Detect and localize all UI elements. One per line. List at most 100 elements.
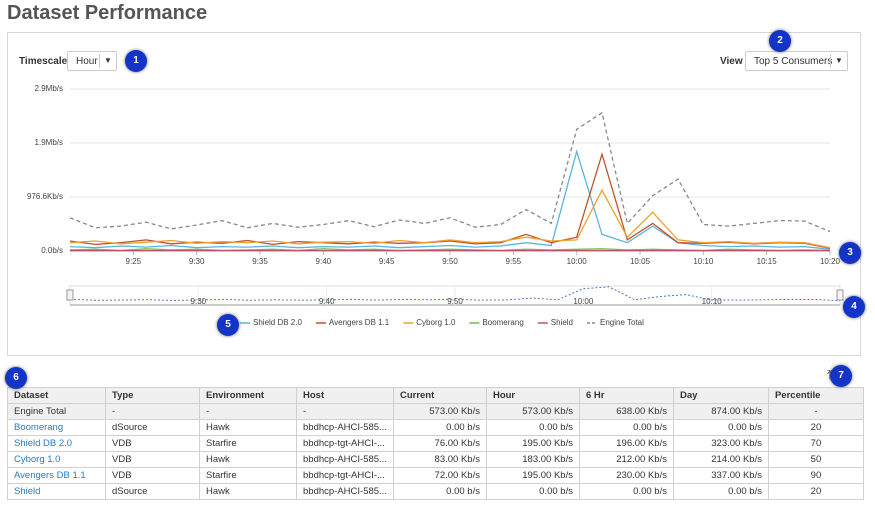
table-cell: 0.00 b/s: [672, 419, 769, 436]
table-cell: Shield DB 2.0: [7, 435, 106, 452]
legend-item[interactable]: Cyborg 1.0: [403, 318, 456, 327]
column-header: 6 Hr: [578, 387, 674, 404]
table-cell: Avengers DB 1.1: [7, 467, 106, 484]
navigator-line: [69, 286, 841, 302]
column-header: Type: [105, 387, 200, 404]
legend-label: Shield: [551, 318, 573, 327]
table-cell: Shield: [7, 483, 106, 500]
x-tick-label: 9:40: [316, 257, 332, 266]
table-cell: -: [296, 403, 394, 420]
table-cell: 195.00 Kb/s: [485, 467, 580, 484]
series-line: [69, 188, 831, 249]
table-cell: 212.00 Kb/s: [578, 451, 674, 468]
x-tick-label: 10:05: [630, 257, 651, 266]
legend-label: Cyborg 1.0: [416, 318, 456, 327]
table-cell: 0.00 b/s: [392, 419, 487, 436]
table-cell: Cyborg 1.0: [7, 451, 106, 468]
column-header: Percentile: [767, 387, 864, 404]
y-tick-label: 976.6Kb/s: [27, 192, 63, 201]
table-cell: 0.00 b/s: [485, 483, 580, 500]
table-cell: 196.00 Kb/s: [578, 435, 674, 452]
export-icon[interactable]: ⤒: [827, 367, 833, 383]
table-cell: bbdhcp-AHCI-585...: [296, 451, 394, 468]
header-row: Dataset Type Environment Host Current Hour 6 H…: [7, 387, 864, 404]
table-cell: bbdhcp-AHCI-585...: [296, 483, 394, 500]
legend-label: Avengers DB 1.1: [329, 318, 390, 327]
legend-label: Boomerang: [482, 318, 523, 327]
table-cell: Engine Total: [7, 403, 106, 420]
series-line: [69, 111, 831, 233]
timescale-select[interactable]: Hour ▼: [67, 51, 117, 71]
dataset-link[interactable]: Shield: [14, 486, 41, 497]
table-cell: 0.00 b/s: [392, 483, 487, 500]
series-line: [69, 151, 831, 249]
table-cell: Hawk: [199, 419, 297, 436]
table-cell: 83.00 Kb/s: [392, 451, 487, 468]
dataset-link[interactable]: Cyborg 1.0: [14, 454, 61, 465]
callout-badge: 7: [830, 365, 852, 387]
legend-item[interactable]: Engine Total: [587, 318, 644, 327]
table-cell: 0.00 b/s: [578, 483, 674, 500]
legend-item[interactable]: Shield: [537, 318, 573, 327]
x-tick-label: 10:15: [757, 257, 778, 266]
table-cell: Starfire: [199, 467, 297, 484]
navigator-tick-label: 9:40: [319, 297, 335, 306]
legend-item[interactable]: Avengers DB 1.1: [315, 318, 390, 327]
table-row: Avengers DB 1.1 VDB Starfire bbdhcp-tgt-AHC…: [7, 467, 864, 484]
view-select[interactable]: Top 5 Consumers ▼: [745, 51, 848, 71]
table-cell: 638.00 Kb/s: [578, 403, 674, 420]
column-header: Environment: [199, 387, 297, 404]
table-cell: 0.00 b/s: [578, 419, 674, 436]
table-cell: 214.00 Kb/s: [672, 451, 769, 468]
legend-label: Engine Total: [600, 318, 644, 327]
table-row: Shield dSource Hawk bbdhcp-AHCI-585... 0.00 …: [7, 483, 864, 500]
series-line: [69, 149, 831, 250]
x-tick-label: 9:30: [189, 257, 205, 266]
dataset-link[interactable]: Avengers DB 1.1: [14, 470, 86, 481]
column-header: Hour: [485, 387, 580, 404]
chart: 0.0b/s 976.6Kb/s 1.9Mb/s 2.9Mb/s 9:25 9:30 9:3…: [27, 84, 844, 327]
table-cell: 20: [767, 483, 864, 500]
table-cell: -: [199, 403, 297, 420]
table-cell: 72.00 Kb/s: [392, 467, 487, 484]
x-tick-label: 10:10: [693, 257, 714, 266]
table-row: Cyborg 1.0 VDB Hawk bbdhcp-AHCI-585... 83.00…: [7, 451, 864, 468]
table-cell: bbdhcp-AHCI-585...: [296, 419, 394, 436]
table-cell: 183.00 Kb/s: [485, 451, 580, 468]
navigator-tick-label: 9:50: [447, 297, 463, 306]
timescale-label: Timescale: [19, 56, 68, 67]
navigator-handle[interactable]: [66, 289, 74, 301]
x-tick-label: 9:55: [506, 257, 522, 266]
navigator-tick-label: 9:30: [191, 297, 207, 306]
x-tick-label: 9:45: [379, 257, 395, 266]
table-cell: 70: [767, 435, 864, 452]
dataset-link[interactable]: Boomerang: [14, 422, 64, 433]
dataset-link[interactable]: Shield DB 2.0: [14, 438, 73, 449]
table-cell: VDB: [105, 451, 200, 468]
y-tick-label: 1.9Mb/s: [35, 138, 63, 147]
chart-panel: [7, 32, 861, 356]
x-tick-label: 9:25: [126, 257, 142, 266]
callout-badge: 2: [769, 30, 791, 52]
table-cell: dSource: [105, 483, 200, 500]
view-label: View: [720, 56, 743, 67]
table-cell: 337.00 Kb/s: [672, 467, 769, 484]
table-cell: -: [105, 403, 200, 420]
table-cell: 323.00 Kb/s: [672, 435, 769, 452]
table-cell: dSource: [105, 419, 200, 436]
table-cell: 874.00 Kb/s: [672, 403, 769, 420]
column-header: Day: [672, 387, 769, 404]
callout-badge: 6: [5, 367, 27, 389]
navigator-tick-label: 10:10: [702, 297, 723, 306]
timescale-value: Hour: [76, 56, 98, 67]
table-cell: 50: [767, 451, 864, 468]
table-cell: Starfire: [199, 435, 297, 452]
view-value: Top 5 Consumers: [754, 56, 833, 67]
table-cell: Boomerang: [7, 419, 106, 436]
table-cell: 90: [767, 467, 864, 484]
x-tick-label: 10:00: [567, 257, 588, 266]
navigator-handle[interactable]: [836, 289, 844, 301]
legend-item[interactable]: Shield DB 2.0: [240, 318, 302, 327]
legend-item[interactable]: Boomerang: [469, 318, 524, 327]
column-header: Host: [296, 387, 394, 404]
